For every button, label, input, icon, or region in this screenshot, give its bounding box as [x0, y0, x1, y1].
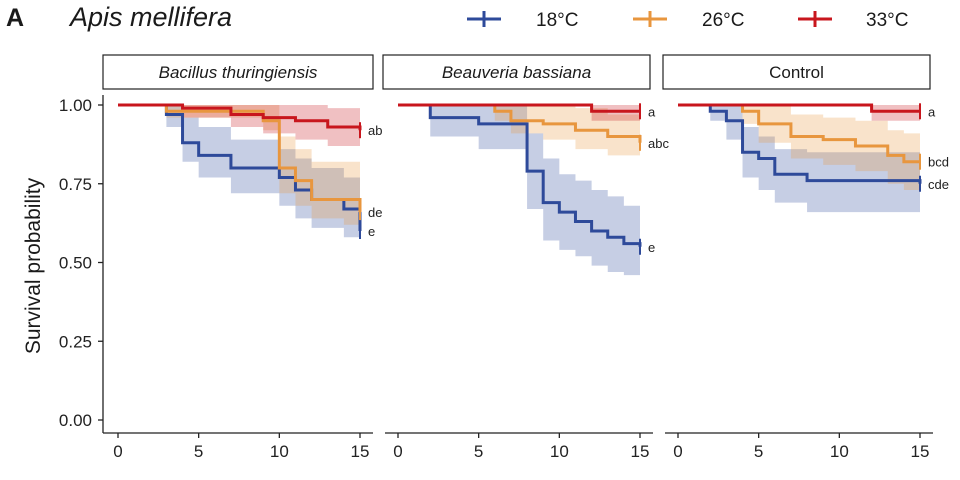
significance-label: bcd: [928, 155, 949, 170]
legend: 18°C 26°C 33°C: [467, 10, 908, 31]
panel-strip-label: Beauveria bassiana: [442, 63, 591, 82]
ci-band: [118, 105, 360, 238]
ci-band: [678, 105, 920, 121]
panel-strip-box: [102, 54, 374, 90]
significance-label: e: [368, 224, 375, 239]
y-tick-label: 0.75: [59, 175, 92, 194]
y-tick-label: 1.00: [59, 96, 92, 115]
significance-label: e: [648, 240, 655, 255]
survival-curve: [398, 103, 640, 113]
ci-band: [118, 105, 360, 244]
significance-label: de: [368, 205, 382, 220]
legend-label-18: 18°C: [536, 10, 578, 31]
ci-band: [398, 105, 640, 165]
y-axis-label: Survival probability: [22, 177, 45, 354]
panel-strip-box: [662, 54, 931, 90]
panel-letter: A: [6, 4, 24, 32]
survival-curve: [398, 103, 642, 143]
legend-entry-33: 33°C: [798, 10, 908, 31]
significance-label: a: [648, 104, 656, 119]
panel-strip-label: Control: [769, 63, 824, 82]
survival-curve: [118, 103, 362, 213]
legend-label-33: 33°C: [866, 10, 908, 31]
x-tick-label: 5: [474, 442, 483, 461]
species-title: Apis mellifera: [68, 2, 232, 32]
x-tick-label: 5: [754, 442, 763, 461]
legend-label-26: 26°C: [702, 10, 744, 31]
significance-label: a: [928, 104, 936, 119]
y-tick-label: 0.00: [59, 411, 92, 430]
plot-area: 0.00 0.25 0.50 0.75 1.00 Bacillus thuringiens…: [59, 54, 949, 461]
panel-strip-box: [382, 54, 651, 90]
legend-entry-18: 18°C: [467, 10, 578, 31]
survival-curve: [678, 103, 920, 164]
ci-band: [678, 105, 920, 191]
x-tick-label: 0: [393, 442, 402, 461]
x-tick-label: 15: [631, 442, 650, 461]
significance-label: cde: [928, 177, 949, 192]
ci-band: [118, 105, 360, 153]
survival-curve: [678, 103, 920, 113]
y-tick-label: 0.25: [59, 332, 92, 351]
x-tick-label: 0: [113, 442, 122, 461]
ci-band: [398, 105, 640, 279]
significance-label: ab: [368, 123, 382, 138]
x-tick-label: 5: [194, 442, 203, 461]
ci-band: [678, 105, 920, 216]
x-tick-label: 10: [270, 442, 289, 461]
survival-curve: [118, 103, 362, 131]
significance-label: abc: [648, 136, 669, 151]
panel-strip-label: Bacillus thuringiensis: [159, 63, 318, 82]
x-tick-label: 0: [673, 442, 682, 461]
y-tick-label: 0.50: [59, 254, 92, 273]
x-tick-label: 15: [351, 442, 370, 461]
x-tick-label: 15: [911, 442, 930, 461]
survival-curve: [398, 103, 642, 247]
x-tick-label: 10: [830, 442, 849, 461]
x-tick-label: 10: [550, 442, 569, 461]
survival-curve: [678, 103, 922, 184]
ci-band: [398, 105, 640, 121]
legend-entry-26: 26°C: [633, 10, 744, 31]
